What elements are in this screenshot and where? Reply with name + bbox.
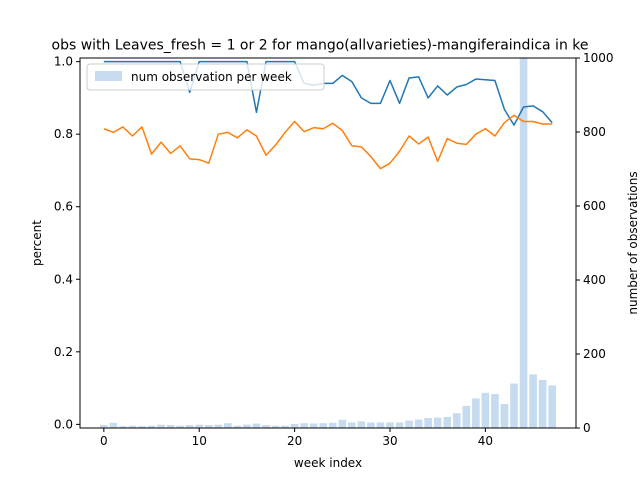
bar [414,419,423,428]
bar [519,58,528,428]
bar [376,422,385,428]
bar [138,426,146,428]
bar [357,421,366,428]
bar [443,416,452,428]
x-tick-label: 20 [287,434,302,448]
bar [386,422,394,428]
bar [147,425,156,428]
legend-entry: num observation per week [131,70,292,84]
series-line [103,60,553,126]
y-axis-label-left: percent [30,220,44,266]
bar [328,422,337,428]
y-tick-label-right: 400 [583,273,606,287]
y-tick-label-right: 1000 [583,51,614,65]
plot-frame [79,57,577,429]
y-tick-label-right: 800 [583,125,606,139]
bar [281,425,289,428]
bar [204,425,213,428]
bar [233,425,242,428]
y-tick-label-left: 0.8 [54,127,73,141]
bar [538,379,547,428]
bar [548,385,556,428]
y-axis-label-right: number of observations [626,171,640,314]
bar [262,425,270,428]
x-tick-label: 10 [192,434,207,448]
bar [405,420,413,428]
y-tick-label-left: 0.4 [54,272,73,286]
bar [510,383,518,428]
y-tick-label-left: 0.0 [54,417,73,431]
bar [214,424,223,428]
y-tick-label-left: 1.0 [54,55,73,69]
series-line [103,114,553,170]
bar [166,425,175,428]
bar [109,422,118,428]
bar [290,423,299,428]
x-tick-label: 0 [100,434,108,448]
legend-swatch [95,71,122,81]
bar [500,403,509,428]
y-tick-label-left: 0.2 [54,345,73,359]
bar [395,422,404,428]
bar [338,419,347,428]
bar [157,424,165,428]
bar [271,425,280,428]
y-tick-label-right: 200 [583,347,606,361]
bar [128,425,137,428]
chart-title: obs with Leaves_fresh = 1 or 2 for mango… [52,38,589,54]
x-axis-label: week index [294,456,362,470]
bar [100,425,108,428]
bar [185,425,194,428]
bar [424,418,432,428]
bar [472,398,480,428]
bar [176,425,184,428]
bar [195,424,204,428]
bar [348,422,356,428]
y-tick-label-right: 0 [583,421,591,435]
bar [224,423,232,428]
axes-layer: 0 10 20 30 40 0.0 0.2 0.4 0.6 0.8 1.0 0 200 400 600 800… [54,51,614,448]
bar [433,417,442,428]
bar [529,374,537,428]
legend: num observation per week [86,63,325,91]
bar [319,423,328,428]
bar [367,422,375,428]
x-tick-label: 40 [478,434,493,448]
y-tick-label-right: 600 [583,199,606,213]
lines-layer [103,60,553,170]
bar [452,413,461,428]
bar [309,423,318,428]
bar [119,426,127,428]
bar [252,423,261,428]
bar [462,405,471,428]
legend-frame [86,63,325,91]
bar [243,424,251,428]
x-tick-label: 30 [382,434,397,448]
y-tick-label-left: 0.6 [54,200,73,214]
bar [481,392,490,428]
bar [491,393,499,428]
bars-layer [100,58,556,428]
bar [300,423,308,428]
